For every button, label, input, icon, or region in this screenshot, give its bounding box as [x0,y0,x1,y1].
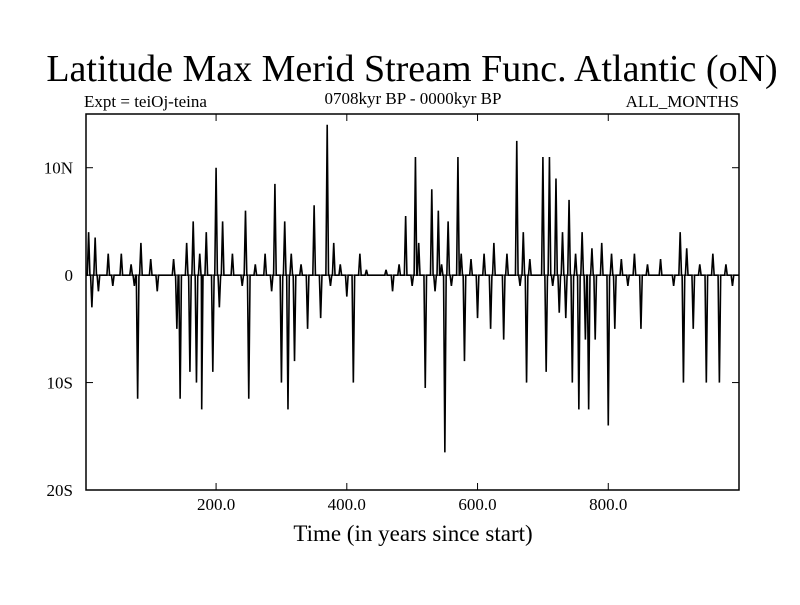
y-tick-label: 20S [47,481,73,500]
plot-frame [85,113,740,491]
x-axis-label: Time (in years since start) [293,521,532,546]
y-tick-label: 10N [44,159,73,178]
series-line [86,124,739,453]
x-tick-label: 800.0 [589,495,627,514]
chart-subtitle-center: 0708kyr BP - 0000kyr BP [325,89,502,108]
x-tick-label: 400.0 [328,495,366,514]
x-tick-label: 600.0 [458,495,496,514]
plot-layer: 10N 0 10S 20S 200.0 400.0 600.0 800.0 [44,113,740,514]
x-tick-label: 200.0 [197,495,235,514]
chart-title: Latitude Max Merid Stream Func. Atlantic… [46,48,777,90]
y-tick-label: 0 [65,266,74,285]
chart-subtitle-left: Expt = teiOj-teina [84,92,207,111]
chart-subtitle-right: ALL_MONTHS [626,92,739,111]
y-tick-label: 10S [47,374,73,393]
